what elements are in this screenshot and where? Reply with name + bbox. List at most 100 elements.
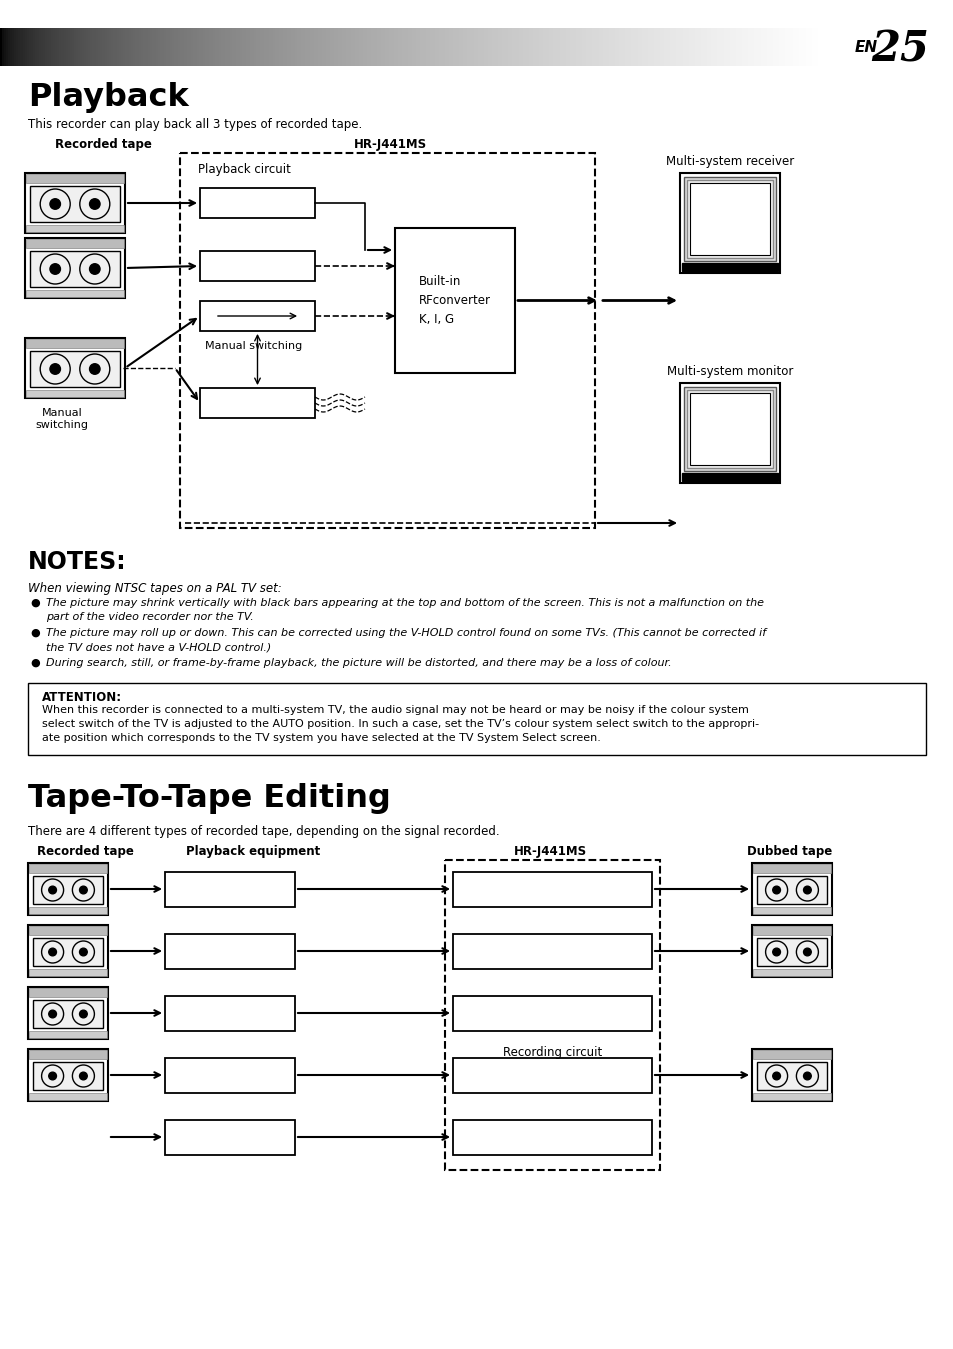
Bar	[643, 28, 645, 66]
Bar	[395, 28, 397, 66]
Bar	[651, 28, 654, 66]
Bar	[266, 28, 269, 66]
Bar	[324, 28, 326, 66]
Bar	[28, 863, 108, 915]
Bar	[373, 28, 375, 66]
Text: There are 4 different types of recorded tape, depending on the signal recorded.: There are 4 different types of recorded …	[28, 826, 499, 838]
Bar	[512, 28, 515, 66]
Bar	[160, 28, 162, 66]
Bar	[535, 28, 537, 66]
Circle shape	[79, 886, 87, 894]
Bar	[458, 28, 461, 66]
Bar	[689, 183, 769, 255]
Bar	[157, 28, 160, 66]
Bar	[679, 28, 682, 66]
Bar	[152, 28, 154, 66]
Bar	[71, 28, 74, 66]
Bar	[27, 28, 30, 66]
Bar	[28, 987, 108, 1039]
Bar	[444, 861, 659, 1170]
Bar	[440, 28, 443, 66]
Bar	[184, 28, 187, 66]
Bar	[720, 28, 723, 66]
Bar	[549, 28, 552, 66]
Bar	[598, 28, 600, 66]
Bar	[613, 28, 615, 66]
Bar	[751, 863, 831, 915]
Bar	[193, 28, 195, 66]
Bar	[287, 28, 290, 66]
Bar	[112, 28, 115, 66]
Bar	[758, 28, 760, 66]
Bar	[335, 28, 338, 66]
Bar	[114, 28, 117, 66]
Bar	[485, 28, 488, 66]
Bar	[28, 925, 108, 977]
Bar	[494, 28, 497, 66]
Bar	[129, 28, 132, 66]
Bar	[244, 28, 246, 66]
Bar	[239, 28, 242, 66]
Text: Built-in
RFconverter
K, I, G: Built-in RFconverter K, I, G	[418, 275, 491, 326]
Bar	[150, 28, 152, 66]
Bar	[297, 28, 299, 66]
Bar	[528, 28, 531, 66]
Bar	[45, 28, 48, 66]
Bar	[706, 28, 709, 66]
Bar	[315, 28, 318, 66]
Bar	[348, 28, 351, 66]
Bar	[795, 28, 797, 66]
Bar	[235, 28, 238, 66]
Bar	[727, 28, 730, 66]
Bar	[725, 28, 727, 66]
Text: the TV does not have a V-HOLD control.): the TV does not have a V-HOLD control.)	[46, 642, 271, 652]
Bar	[752, 907, 830, 915]
Bar	[802, 28, 805, 66]
Bar	[178, 28, 181, 66]
Bar	[756, 28, 759, 66]
Bar	[29, 28, 31, 66]
Bar	[274, 28, 277, 66]
Bar	[119, 28, 121, 66]
Bar	[608, 28, 611, 66]
Bar	[182, 28, 185, 66]
Circle shape	[50, 364, 60, 374]
Bar	[455, 28, 457, 66]
Circle shape	[772, 948, 780, 956]
Bar	[713, 28, 715, 66]
Bar	[572, 28, 574, 66]
Bar	[78, 28, 80, 66]
Bar	[276, 28, 279, 66]
Bar	[273, 28, 274, 66]
Bar	[752, 969, 830, 975]
Bar	[617, 28, 618, 66]
Bar	[496, 28, 498, 66]
Bar	[542, 28, 545, 66]
Bar	[116, 28, 119, 66]
Bar	[332, 28, 335, 66]
Bar	[360, 28, 363, 66]
Bar	[285, 28, 287, 66]
Bar	[383, 28, 386, 66]
Bar	[659, 28, 662, 66]
Bar	[752, 925, 830, 935]
Text: During search, still, or frame-by-frame playback, the picture will be distorted,: During search, still, or frame-by-frame …	[46, 658, 671, 668]
Bar	[164, 28, 167, 66]
Bar	[702, 28, 705, 66]
Bar	[658, 28, 659, 66]
Bar	[33, 1062, 103, 1090]
Bar	[774, 28, 777, 66]
Bar	[362, 28, 365, 66]
Bar	[26, 225, 124, 232]
Bar	[166, 28, 169, 66]
Bar	[165, 934, 294, 969]
Bar	[518, 28, 520, 66]
Bar	[754, 28, 756, 66]
Bar	[6, 28, 9, 66]
Circle shape	[90, 198, 100, 209]
Bar	[704, 28, 707, 66]
Bar	[395, 228, 515, 374]
Bar	[770, 28, 773, 66]
Bar	[446, 28, 449, 66]
Bar	[438, 28, 441, 66]
